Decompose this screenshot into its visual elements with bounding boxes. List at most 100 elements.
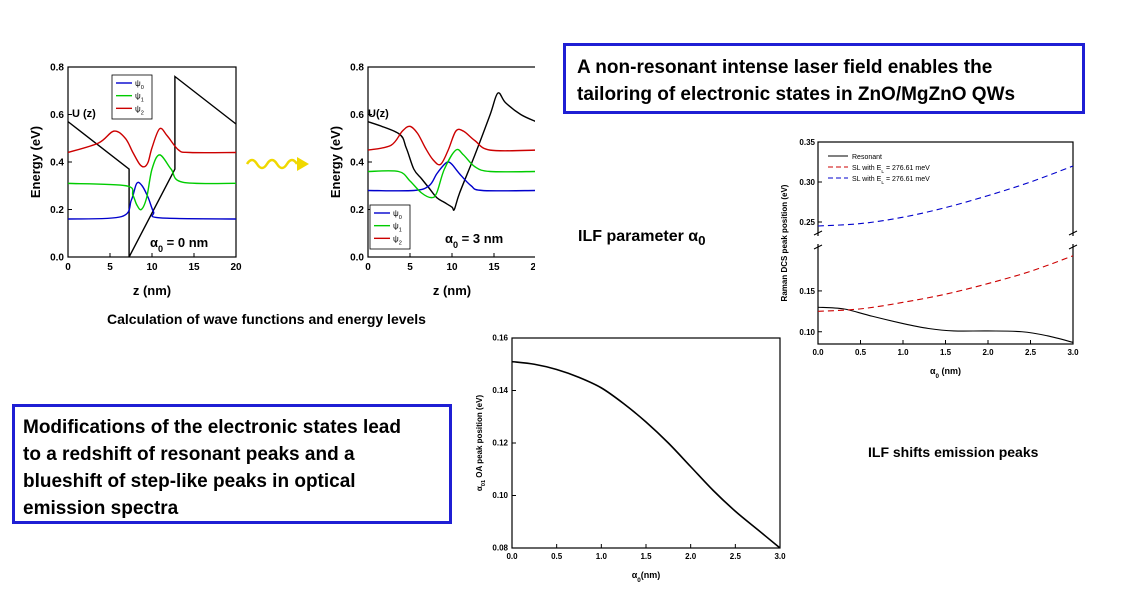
y-tick-label: 0.14 bbox=[492, 386, 508, 395]
oa-chart: 0.0 0.5 1.0 1.5 2.0 2.5 3.0 0.08 0.10 0.12 0.14 0.1… bbox=[475, 334, 786, 584]
y-tick-label: 0.0 bbox=[50, 252, 64, 263]
legend-entry: Resonant bbox=[852, 154, 882, 161]
series-psi1 bbox=[67, 154, 237, 211]
x-tick-label: 0.5 bbox=[855, 348, 867, 357]
legend-entry: ψ0 bbox=[135, 79, 144, 91]
axis-break-gap bbox=[814, 236, 1077, 244]
conclusion-line-4: emission spectra bbox=[23, 498, 179, 519]
ilf-shifts-caption: ILF shifts emission peaks bbox=[868, 444, 1039, 460]
y-tick-label: 0.2 bbox=[350, 205, 364, 216]
series-potential bbox=[367, 92, 535, 211]
series-resonant bbox=[817, 306, 1074, 343]
y-tick-label: 0.15 bbox=[799, 287, 815, 296]
x-tick-label: 10 bbox=[146, 262, 158, 273]
legend-entry: ψ0 bbox=[393, 209, 402, 221]
x-tick-label: 2.0 bbox=[982, 348, 994, 357]
x-axis-label: α0 (nm) bbox=[930, 366, 961, 380]
headline-box: A non-resonant intense laser field enabl… bbox=[563, 43, 1085, 114]
potential-label: U(z) bbox=[368, 108, 389, 120]
raman-chart: 0.0 0.5 1.0 1.5 2.0 2.5 3.0 0.25 0.30 0.35 0.10 0.1… bbox=[780, 138, 1079, 380]
x-tick-label: 0 bbox=[65, 262, 71, 273]
series-sl_blue bbox=[817, 165, 1074, 227]
x-tick-label: 1.0 bbox=[897, 348, 909, 357]
potential-label: U (z) bbox=[72, 108, 96, 120]
legend-box bbox=[369, 204, 411, 250]
axis-break-mark bbox=[1068, 230, 1078, 236]
series-potential bbox=[67, 75, 237, 258]
y-tick-label: 0.8 bbox=[350, 62, 364, 73]
x-tick-label: 10 bbox=[446, 262, 458, 273]
y-tick-label: 0.35 bbox=[799, 138, 815, 147]
ilf-parameter-caption: ILF parameter α0 bbox=[578, 228, 706, 248]
axis-break-mark bbox=[813, 230, 823, 236]
wavefunction-chart-right: 0 5 10 15 20 0.0 0.2 0.4 0.6 0.8 z (nm) Energy (eV)… bbox=[328, 62, 535, 298]
legend-box bbox=[111, 74, 153, 120]
x-tick-label: 0.0 bbox=[506, 552, 518, 561]
x-tick-label: 0.0 bbox=[812, 348, 824, 357]
series-oa bbox=[511, 360, 781, 549]
headline-line-1: A non-resonant intense laser field enabl… bbox=[577, 57, 993, 78]
y-axis-label: Energy (eV) bbox=[28, 126, 43, 198]
conclusion-line-1: Modifications of the electronic states l… bbox=[23, 417, 401, 438]
calc-caption: Calculation of wave functions and energy… bbox=[107, 311, 426, 327]
y-tick-label: 0.10 bbox=[492, 491, 508, 500]
y-tick-label: 0.8 bbox=[50, 62, 64, 73]
y-tick-label: 0.2 bbox=[50, 205, 64, 216]
headline-line-2: tailoring of electronic states in ZnO/Mg… bbox=[577, 84, 1016, 105]
x-tick-label: 1.5 bbox=[940, 348, 952, 357]
y-tick-label: 0.25 bbox=[799, 218, 815, 227]
conclusion-line-3: blueshift of step-like peaks in optical bbox=[23, 471, 356, 492]
x-axis-label: z (nm) bbox=[433, 283, 471, 298]
x-tick-label: 2.5 bbox=[1025, 348, 1037, 357]
x-axis-label: z (nm) bbox=[133, 283, 171, 298]
y-axis-label: α01 OA peak position (eV) bbox=[475, 395, 487, 492]
y-axis-label: Raman DCS peak position (eV) bbox=[780, 184, 789, 301]
series-psi2 bbox=[367, 125, 535, 166]
legend-entry: SL with EL = 276.61 meV bbox=[852, 165, 930, 175]
x-tick-label: 3.0 bbox=[774, 552, 786, 561]
series-psi1 bbox=[367, 148, 535, 199]
ilf-parameter-text: ILF parameter α bbox=[578, 228, 699, 245]
y-tick-label: 0.10 bbox=[799, 328, 815, 337]
squiggle-arrow-icon bbox=[245, 157, 309, 171]
series-psi0 bbox=[67, 181, 237, 220]
ilf-parameter-sub: 0 bbox=[698, 233, 706, 249]
y-tick-label: 0.6 bbox=[350, 110, 364, 121]
x-tick-label: 0.5 bbox=[551, 552, 563, 561]
axis-break-mark bbox=[813, 244, 823, 250]
x-tick-label: 5 bbox=[107, 262, 113, 273]
x-axis-label: α0(nm) bbox=[632, 570, 661, 584]
x-tick-label: 1.0 bbox=[596, 552, 608, 561]
x-tick-label: 3.0 bbox=[1067, 348, 1079, 357]
y-tick-label: 0.30 bbox=[799, 178, 815, 187]
alpha-annotation: α0 = 3 nm bbox=[445, 231, 503, 250]
series-psi2 bbox=[67, 127, 237, 168]
legend-entry: ψ2 bbox=[393, 234, 402, 246]
series-sl_red bbox=[817, 255, 1074, 312]
x-tick-label: 15 bbox=[188, 262, 200, 273]
x-tick-label: 1.5 bbox=[640, 552, 652, 561]
legend-entry: ψ2 bbox=[135, 104, 144, 116]
legend-entry: SL with EL = 276.61 meV bbox=[852, 176, 930, 186]
x-tick-label: 2.5 bbox=[730, 552, 742, 561]
x-tick-label: 2.0 bbox=[685, 552, 697, 561]
x-tick-label: 20 bbox=[530, 262, 535, 273]
y-tick-label: 0.4 bbox=[50, 157, 64, 168]
legend-entry: ψ1 bbox=[135, 92, 144, 104]
legend-entry: ψ1 bbox=[393, 222, 402, 234]
series-psi0 bbox=[367, 161, 535, 192]
y-tick-label: 0.12 bbox=[492, 439, 508, 448]
x-tick-label: 15 bbox=[488, 262, 500, 273]
y-tick-label: 0.4 bbox=[350, 157, 364, 168]
x-tick-label: 5 bbox=[407, 262, 413, 273]
y-axis-label: Energy (eV) bbox=[328, 126, 343, 198]
y-tick-label: 0.6 bbox=[50, 110, 64, 121]
plot-frame bbox=[511, 337, 781, 549]
wavefunction-chart-left: 0 5 10 15 20 0.0 0.2 0.4 0.6 0.8 z (nm) Energy (eV)… bbox=[28, 62, 242, 298]
conclusion-box: Modifications of the electronic states l… bbox=[12, 404, 452, 524]
alpha-annotation: α0 = 0 nm bbox=[150, 235, 208, 254]
x-tick-label: 0 bbox=[365, 262, 371, 273]
conclusion-line-2: to a redshift of resonant peaks and a bbox=[23, 444, 355, 465]
x-tick-label: 20 bbox=[230, 262, 242, 273]
y-tick-label: 0.08 bbox=[492, 544, 508, 553]
